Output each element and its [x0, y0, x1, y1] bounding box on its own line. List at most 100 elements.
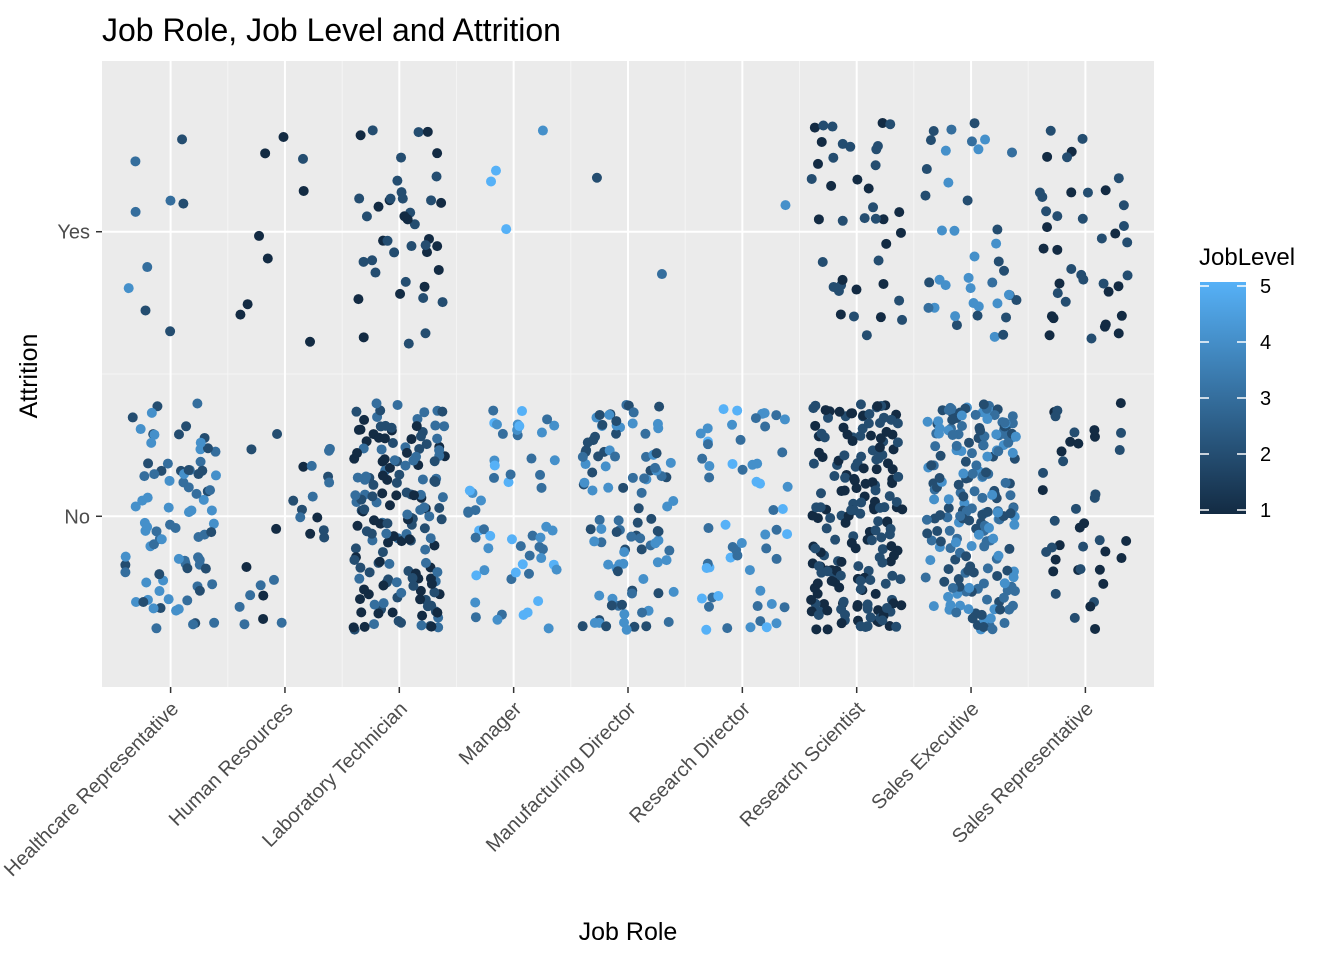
data-point [131, 596, 142, 607]
data-point [736, 538, 747, 549]
data-point [384, 558, 395, 569]
data-point [142, 492, 153, 503]
data-point [130, 206, 141, 217]
data-point [208, 518, 219, 529]
data-point [1050, 554, 1061, 565]
data-point [192, 398, 203, 409]
data-point [878, 214, 889, 225]
data-point [806, 173, 817, 184]
data-point [401, 447, 412, 458]
data-point [305, 336, 316, 347]
data-point [139, 471, 150, 482]
data-point [209, 617, 220, 628]
data-point [745, 622, 756, 633]
data-point [183, 482, 194, 493]
data-point [1098, 278, 1109, 289]
data-point [485, 530, 496, 541]
data-point [165, 519, 176, 530]
data-point [1069, 427, 1080, 438]
data-point [835, 570, 846, 581]
data-point [537, 125, 548, 136]
data-points [120, 117, 1133, 635]
data-point [727, 419, 738, 430]
data-point [523, 568, 534, 579]
data-point [182, 563, 193, 574]
data-point [992, 507, 1003, 518]
data-point [822, 605, 833, 616]
data-point [242, 299, 253, 310]
data-point [420, 240, 431, 251]
data-point [324, 477, 335, 488]
data-point [154, 569, 165, 580]
data-point [969, 251, 980, 262]
data-point [146, 437, 157, 448]
data-point [953, 573, 964, 584]
data-point [535, 469, 546, 480]
data-point [921, 164, 932, 175]
data-point [307, 491, 318, 502]
data-point [814, 447, 825, 458]
data-point [165, 195, 176, 206]
data-point [1007, 411, 1018, 422]
data-point [202, 443, 213, 454]
data-point [934, 473, 945, 484]
data-point [369, 619, 380, 630]
data-point [361, 211, 372, 222]
data-point [851, 284, 862, 295]
data-point [943, 405, 954, 416]
data-point [720, 519, 731, 530]
x-axis-title: Job Role [579, 918, 678, 946]
data-point [929, 494, 940, 505]
data-point [861, 330, 872, 341]
data-point [1066, 187, 1077, 198]
data-point [870, 525, 881, 536]
data-point [419, 407, 430, 418]
data-point [751, 476, 762, 487]
data-point [993, 446, 1004, 457]
data-point [646, 513, 657, 524]
data-point [173, 429, 184, 440]
data-point [934, 274, 945, 285]
data-point [978, 578, 989, 589]
data-point [951, 440, 962, 451]
data-point [254, 230, 265, 241]
data-point [382, 518, 393, 529]
data-point [501, 224, 512, 235]
data-point [877, 557, 888, 568]
data-point [1073, 438, 1084, 449]
data-point [426, 195, 437, 206]
data-point [922, 416, 933, 427]
data-point [399, 211, 410, 222]
data-point [812, 578, 823, 589]
data-point [895, 227, 906, 238]
data-point [432, 241, 443, 252]
data-point [359, 584, 370, 595]
data-point [156, 534, 167, 545]
data-point [186, 505, 197, 516]
data-point [766, 599, 777, 610]
data-point [846, 505, 857, 516]
data-point [1052, 211, 1063, 222]
data-point [478, 524, 489, 535]
data-point [164, 475, 175, 486]
data-point [761, 622, 772, 633]
data-point [816, 428, 827, 439]
data-point [1122, 237, 1133, 248]
data-point [953, 479, 964, 490]
data-point [377, 488, 388, 499]
data-point [354, 594, 365, 605]
data-point [928, 125, 939, 136]
data-point [956, 410, 967, 421]
data-point [1070, 503, 1081, 514]
data-point [295, 512, 306, 523]
data-point [626, 531, 637, 542]
data-point [439, 421, 450, 432]
data-point [1052, 288, 1063, 299]
data-point [849, 473, 860, 484]
data-point [851, 483, 862, 494]
data-point [664, 545, 675, 556]
data-point [980, 134, 991, 145]
data-point [886, 541, 897, 552]
data-point [420, 557, 431, 568]
data-point [636, 544, 647, 555]
